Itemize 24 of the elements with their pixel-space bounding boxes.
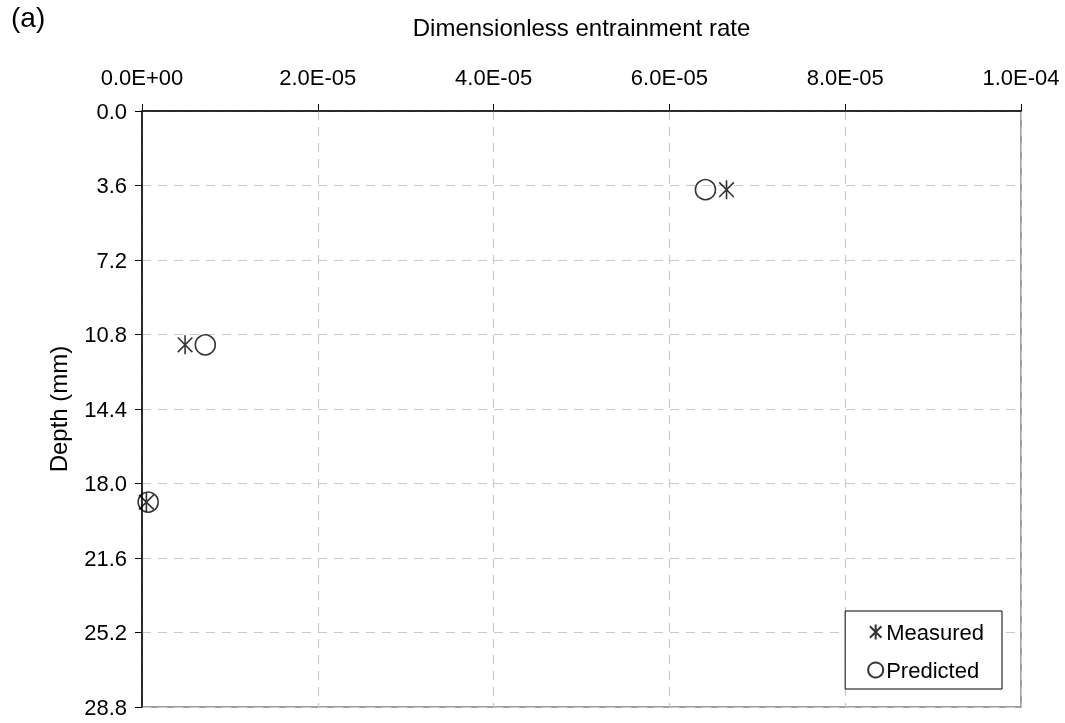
y-tick-label: 18.0 <box>84 471 127 496</box>
y-tick-label: 3.6 <box>96 173 127 198</box>
text: (a) <box>11 1 46 33</box>
y-tick-label: 7.2 <box>96 247 127 273</box>
x-tick-label: 4.0E-05 <box>455 64 533 90</box>
x-tick-label: 2.0E-05 <box>279 64 357 90</box>
y-tick-label: 0.0 <box>96 98 127 124</box>
y-tick-label: 25.2 <box>84 620 127 645</box>
y-axis-title: Depth (mm) <box>44 345 72 473</box>
legend-label: Measured <box>886 619 985 645</box>
y-tick-label: 21.6 <box>84 545 127 571</box>
point <box>718 179 735 200</box>
x-axis-title: Dimensionless entrainment rate <box>412 13 751 41</box>
y-tick-label: 10.8 <box>84 322 127 347</box>
point <box>176 334 194 356</box>
y-tick-label: 28.8 <box>84 694 127 720</box>
x-tick-label: 6.0E-05 <box>630 64 708 90</box>
legend-label: Predicted <box>886 657 980 683</box>
x-tick-label: 1.0E-04 <box>982 64 1060 90</box>
y-tick-label: 14.4 <box>84 396 127 422</box>
x-tick-label: 0.0E+00 <box>100 64 184 90</box>
point <box>194 334 217 356</box>
x-tick-label: 8.0E-05 <box>806 64 884 90</box>
point <box>694 178 717 201</box>
